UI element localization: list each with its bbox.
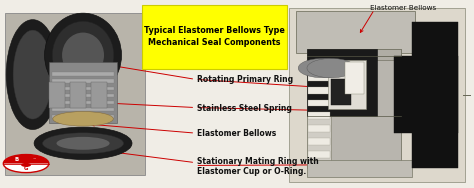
Bar xyxy=(52,80,114,83)
Ellipse shape xyxy=(53,111,113,126)
Bar xyxy=(289,8,465,182)
Text: Rotating Primary Ring: Rotating Primary Ring xyxy=(197,75,293,84)
Ellipse shape xyxy=(56,137,109,150)
Bar xyxy=(308,100,330,106)
Circle shape xyxy=(3,155,49,173)
Ellipse shape xyxy=(45,13,121,97)
Ellipse shape xyxy=(13,30,52,119)
Bar xyxy=(394,56,457,133)
Bar xyxy=(52,72,114,76)
Bar xyxy=(328,60,366,109)
Bar xyxy=(307,160,412,177)
Bar xyxy=(52,101,114,104)
Text: ™: ™ xyxy=(32,157,36,161)
Circle shape xyxy=(298,58,346,78)
Bar xyxy=(49,82,65,108)
Circle shape xyxy=(307,58,356,78)
Bar xyxy=(91,82,107,108)
Bar xyxy=(52,108,114,111)
Ellipse shape xyxy=(52,21,114,89)
Bar xyxy=(52,94,114,97)
Ellipse shape xyxy=(34,127,132,159)
Text: B: B xyxy=(15,157,19,162)
Bar xyxy=(308,125,330,132)
Ellipse shape xyxy=(43,133,124,154)
Text: Stationary Mating Ring with
Elastomer Cup or O-Ring.: Stationary Mating Ring with Elastomer Cu… xyxy=(197,157,319,176)
Bar xyxy=(52,115,114,118)
Bar xyxy=(5,13,145,175)
Bar xyxy=(331,79,350,105)
Bar xyxy=(307,49,377,116)
Bar xyxy=(307,49,401,168)
Bar xyxy=(308,151,330,158)
Circle shape xyxy=(21,163,31,167)
Bar xyxy=(296,11,415,53)
Ellipse shape xyxy=(6,20,59,130)
Bar xyxy=(52,86,114,90)
Text: Elastomer Bellows: Elastomer Bellows xyxy=(370,5,436,11)
Bar xyxy=(308,74,330,81)
Bar xyxy=(71,82,86,108)
Bar xyxy=(307,65,331,161)
Bar xyxy=(345,62,365,94)
Ellipse shape xyxy=(62,33,104,78)
Bar xyxy=(310,49,401,60)
Bar xyxy=(308,112,330,119)
Text: Typical Elastomer Bellows Type
Mechanical Seal Components: Typical Elastomer Bellows Type Mechanica… xyxy=(144,26,285,47)
FancyBboxPatch shape xyxy=(142,5,287,69)
Text: G: G xyxy=(24,166,28,171)
Bar xyxy=(412,21,457,168)
Bar xyxy=(49,62,117,123)
Text: Stainless Steel Spring: Stainless Steel Spring xyxy=(197,104,292,113)
Bar xyxy=(308,87,330,94)
Text: Elastomer Bellows: Elastomer Bellows xyxy=(197,129,276,138)
Bar xyxy=(308,138,330,145)
Wedge shape xyxy=(3,155,49,164)
